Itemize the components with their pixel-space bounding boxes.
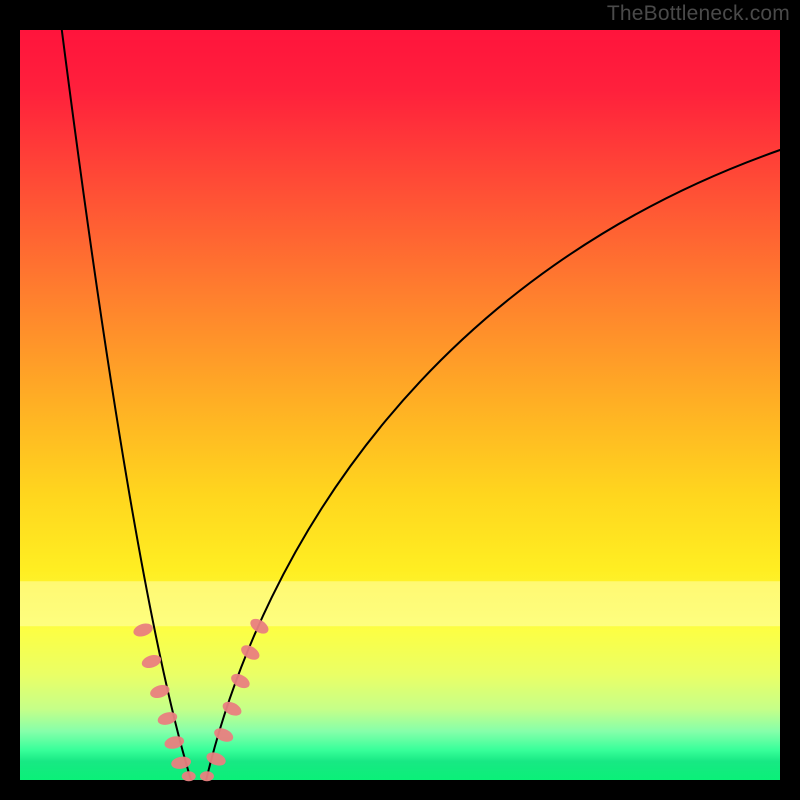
marker-bottom-1 xyxy=(200,771,214,781)
watermark-text: TheBottleneck.com xyxy=(607,2,790,26)
bottleneck-chart xyxy=(0,0,800,800)
pale-band xyxy=(20,581,780,626)
chart-container: TheBottleneck.com xyxy=(0,0,800,800)
marker-bottom-0 xyxy=(182,771,196,781)
